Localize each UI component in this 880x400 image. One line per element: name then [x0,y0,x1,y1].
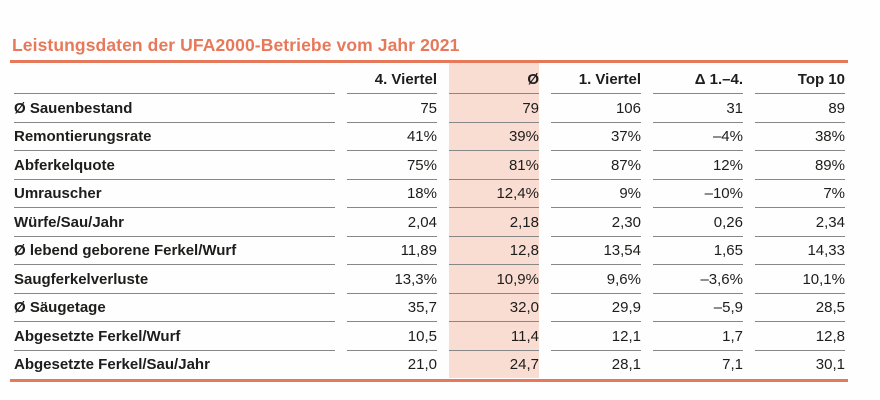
column-header-average: Ø [449,63,539,94]
cell-value: 87% [551,151,641,180]
cell-value: 11,4 [449,322,539,351]
cell-value: 13,54 [551,237,641,265]
cell-value: 9,6% [551,265,641,294]
cell-value: 7,1 [722,356,743,373]
cell-value: 13,3% [347,265,437,294]
cell-value: 10,1% [755,265,845,294]
cell-value: 89% [755,151,845,180]
table-row: Abferkelquote 75% 81% 87% 12% 89% [14,151,845,180]
table-row: Ø Säugetage 35,7 32,0 29,9 –5,9 28,5 [14,293,845,322]
row-label: Würfe/Sau/Jahr [14,208,335,237]
column-header-1-viertel: 1. Viertel [551,63,641,94]
cell-value: 35,7 [347,294,437,322]
cell-value: 79 [449,94,539,123]
row-label: Ø Säugetage [14,294,335,322]
cell-value: 9% [551,180,641,208]
cell-value: –5,9 [653,294,743,322]
table-row: Abgesetzte Ferkel/Wurf 10,5 11,4 12,1 1,7 12,… [14,322,845,351]
cell-value: 14,33 [755,237,845,265]
cell-value: 1,7 [653,322,743,351]
cell-value: 28,1 [611,356,641,373]
table-row: Remontierungsrate 41% 39% 37% –4% 38% [14,122,845,151]
cell-value: 2,34 [755,208,845,237]
column-header-top10: Top 10 [755,63,845,94]
cell-value: 7% [755,180,845,208]
row-label: Remontierungsrate [14,123,335,151]
cell-value: 12,8 [449,236,539,265]
cell-value: –10% [653,180,743,208]
cell-value: 39% [449,122,539,151]
cell-value: 28,5 [755,294,845,322]
cell-value: 106 [551,94,641,123]
table-row: Würfe/Sau/Jahr 2,04 2,18 2,30 0,26 2,34 [14,208,845,237]
cell-value: 12,1 [551,322,641,351]
table-row: Ø lebend geborene Ferkel/Wurf 11,89 12,8 13… [14,236,845,265]
accent-rule-bottom [10,379,848,382]
cell-value: 24,7 [449,350,539,378]
table-row: Ø Sauenbestand 75 79 106 31 89 [14,94,845,123]
row-label: Ø Sauenbestand [14,94,335,123]
performance-table: 4. Viertel Ø 1. Viertel Δ 1.–4. Top 10 Ø… [2,63,857,378]
cell-value: 18% [347,180,437,208]
row-label: Umrauscher [14,180,335,208]
cell-value: 81% [449,151,539,180]
cell-value: 1,65 [653,237,743,265]
cell-value: 10,9% [449,265,539,294]
cell-value: 11,89 [347,237,437,265]
cell-value: 2,18 [449,208,539,237]
cell-value: 0,26 [653,208,743,237]
cell-value: –4% [653,123,743,151]
cell-value: 37% [551,123,641,151]
cell-value: 89 [755,94,845,123]
cell-value: 30,1 [815,356,845,373]
cell-value: 2,04 [347,208,437,237]
cell-value: 41% [347,123,437,151]
table-row: Abgesetzte Ferkel/Sau/Jahr 21,0 24,7 28,1 7,… [14,350,845,378]
cell-value: 10,5 [347,322,437,351]
cell-value: 75 [347,94,437,123]
row-label: Abgesetzte Ferkel/Wurf [14,322,335,351]
column-header-empty [14,63,335,94]
cell-value: 29,9 [551,294,641,322]
table-header-row: 4. Viertel Ø 1. Viertel Δ 1.–4. Top 10 [14,63,845,94]
page-title: Leistungsdaten der UFA2000-Betriebe vom … [12,35,460,55]
row-label: Abgesetzte Ferkel/Sau/Jahr [14,356,210,373]
cell-value: –3,6% [653,265,743,294]
cell-value: 75% [347,151,437,180]
row-label: Abferkelquote [14,151,335,180]
cell-value: 21,0 [407,356,437,373]
table-row: Umrauscher 18% 12,4% 9% –10% 7% [14,179,845,208]
table-row: Saugferkelverluste 13,3% 10,9% 9,6% –3,6% 10,… [14,265,845,294]
cell-value: 2,30 [551,208,641,237]
row-label: Saugferkelverluste [14,265,335,294]
column-header-4-viertel: 4. Viertel [347,63,437,94]
cell-value: 32,0 [449,293,539,322]
accent-rule-top [10,60,848,63]
cell-value: 38% [755,123,845,151]
cell-value: 12% [653,151,743,180]
column-header-delta: Δ 1.–4. [653,63,743,94]
row-label: Ø lebend geborene Ferkel/Wurf [14,237,335,265]
cell-value: 12,8 [755,322,845,351]
cell-value: 31 [653,94,743,123]
table-body: Ø Sauenbestand 75 79 106 31 89 Remontierungsra… [14,94,845,378]
cell-value: 12,4% [449,179,539,208]
